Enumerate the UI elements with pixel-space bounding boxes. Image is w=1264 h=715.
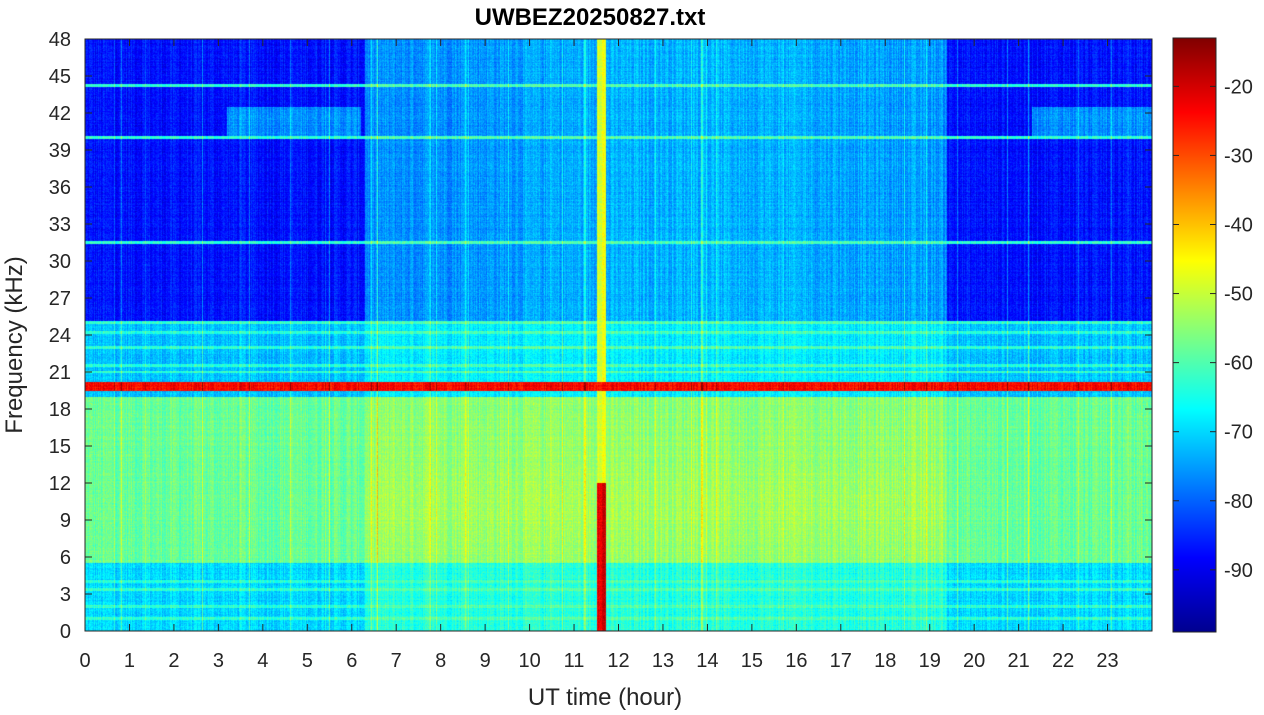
x-tick-label: 18: [874, 650, 896, 672]
chart-title: UWBEZ20250827.txt: [475, 4, 706, 31]
x-tick-label: 6: [346, 650, 357, 672]
x-tick-label: 4: [257, 650, 268, 672]
colorbar-tick-label: -30: [1224, 145, 1253, 167]
x-tick-label: 20: [963, 650, 985, 672]
spectrogram-canvas: [85, 39, 1152, 631]
x-axis-ticks: 0 1 2 3 4 5 6 7 8 9 10 11 12 13 14 15 16 17 18 19 20 21 22 23: [79, 39, 1119, 672]
x-tick-label: 21: [1008, 650, 1030, 672]
y-tick-label: 24: [49, 325, 71, 347]
y-tick-label: 15: [49, 436, 71, 458]
x-tick-label: 9: [480, 650, 491, 672]
x-tick-label: 8: [435, 650, 446, 672]
y-tick-label: 3: [60, 584, 71, 606]
y-tick-label: 0: [60, 621, 71, 643]
x-axis-label: UT time (hour): [528, 684, 682, 711]
colorbar-tick-label: -70: [1224, 422, 1253, 444]
y-tick-label: 27: [49, 288, 71, 310]
colorbar-tick-label: -60: [1224, 353, 1253, 375]
x-tick-label: 12: [607, 650, 629, 672]
colorbar-tick-label: -40: [1224, 214, 1253, 236]
y-tick-label: 48: [49, 29, 71, 51]
x-tick-label: 15: [741, 650, 763, 672]
x-tick-label: 11: [564, 650, 585, 672]
colorbar-ticks: -90 -80 -70 -60 -50 -40 -30 -20: [1173, 76, 1253, 582]
x-tick-label: 23: [1096, 650, 1118, 672]
x-tick-label: 14: [696, 650, 718, 672]
x-tick-label: 13: [652, 650, 674, 672]
x-tick-label: 22: [1052, 650, 1074, 672]
x-tick-label: 16: [785, 650, 807, 672]
x-tick-label: 3: [213, 650, 224, 672]
y-tick-label: 33: [49, 214, 71, 236]
colorbar: [1172, 37, 1217, 633]
x-tick-label: 7: [391, 650, 402, 672]
y-tick-label: 36: [49, 177, 71, 199]
colorbar-tick-label: -80: [1224, 491, 1253, 513]
y-tick-label: 39: [49, 140, 71, 162]
y-tick-label: 45: [49, 66, 71, 88]
y-tick-label: 12: [49, 473, 71, 495]
x-tick-label: 2: [168, 650, 179, 672]
x-tick-label: 10: [518, 650, 540, 672]
colorbar-tick-label: -20: [1224, 76, 1253, 98]
x-tick-label: 1: [124, 650, 135, 672]
x-tick-label: 0: [79, 650, 90, 672]
x-tick-label: 5: [302, 650, 313, 672]
y-tick-label: 18: [49, 399, 71, 421]
y-tick-label: 9: [60, 510, 71, 532]
colorbar-tick-label: -50: [1224, 284, 1253, 306]
y-axis-label: Frequency (kHz): [1, 256, 28, 433]
y-tick-label: 30: [49, 251, 71, 273]
y-tick-label: 42: [49, 103, 71, 125]
y-tick-label: 21: [49, 362, 71, 384]
x-tick-label: 19: [919, 650, 941, 672]
y-tick-label: 6: [60, 547, 71, 569]
x-tick-label: 17: [830, 650, 852, 672]
colorbar-tick-label: -90: [1224, 560, 1253, 582]
